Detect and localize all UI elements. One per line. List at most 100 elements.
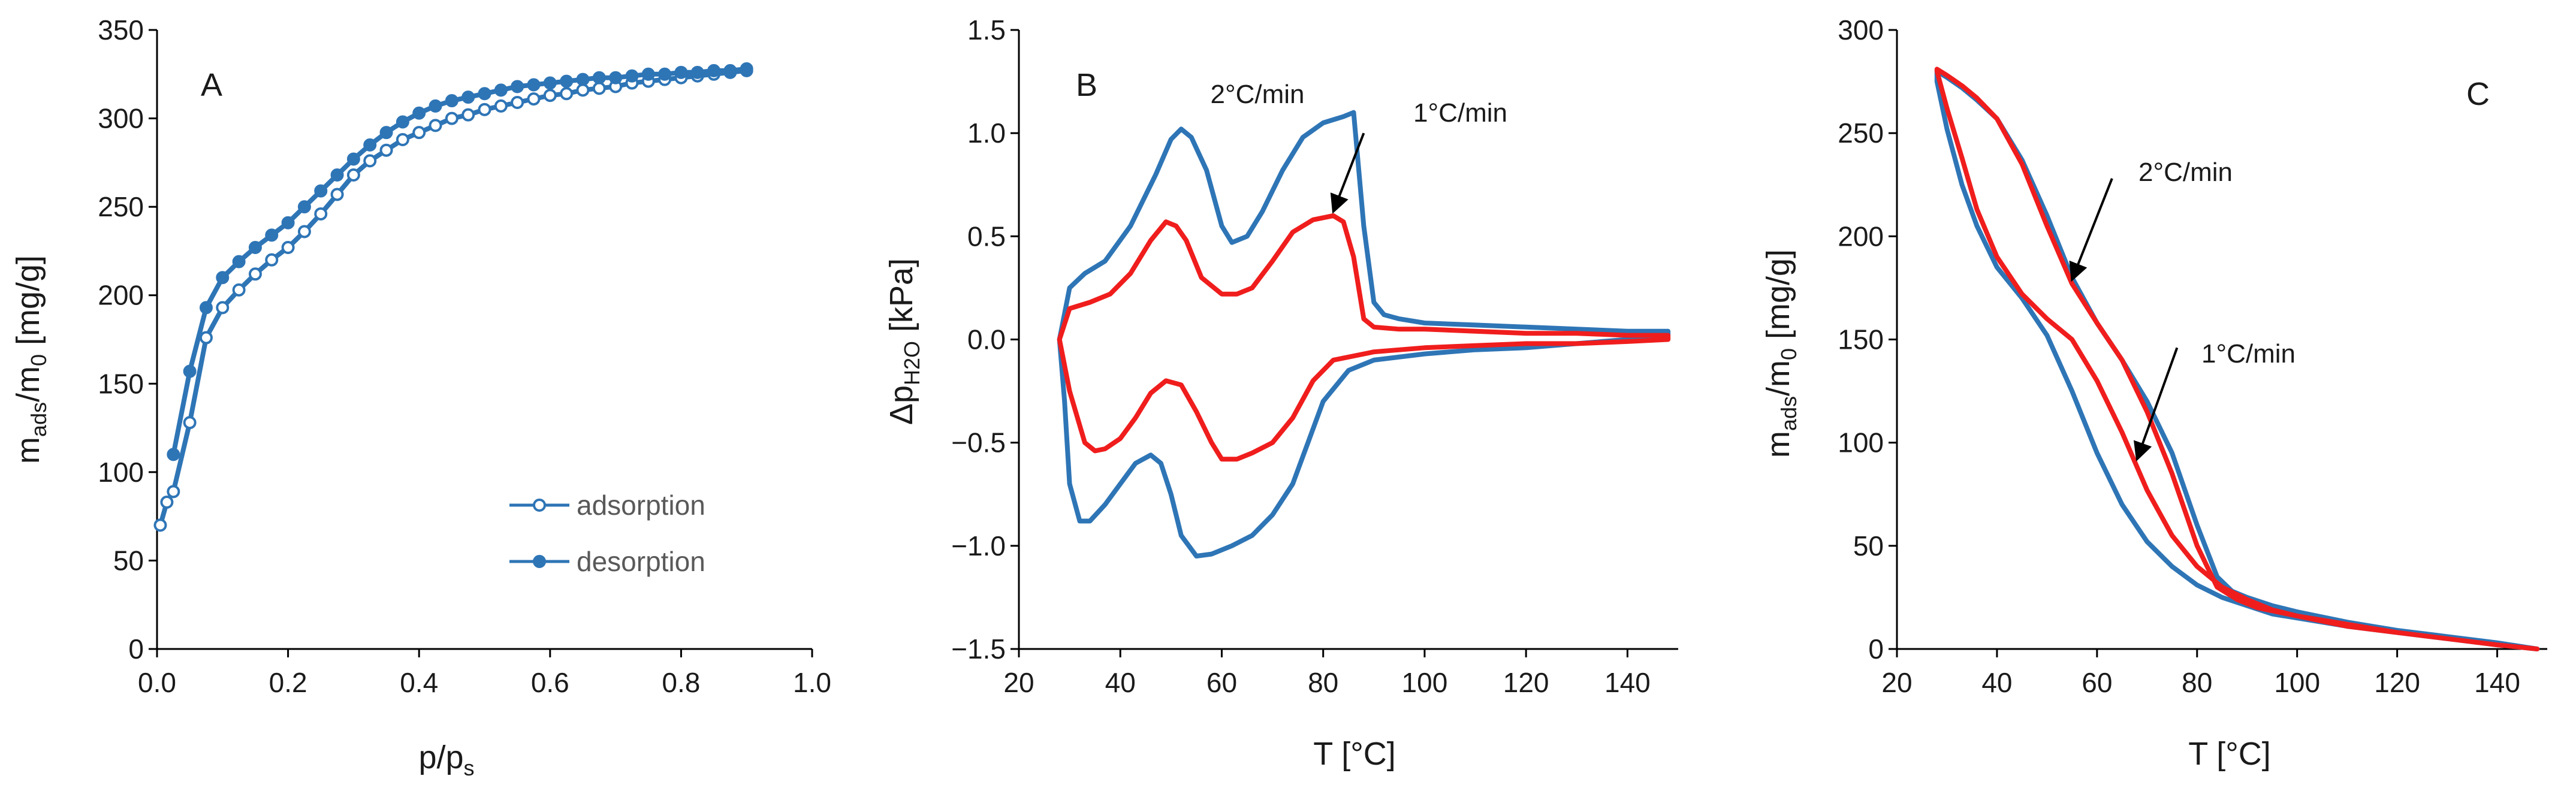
- data-point-adsorption: [592, 81, 606, 95]
- data-point-adsorption: [216, 301, 230, 315]
- data-point-adsorption: [527, 92, 541, 106]
- data-point-adsorption: [363, 154, 377, 168]
- data-point-desorption: [379, 126, 393, 140]
- panel-b: −1.5 −1.0 −0.5 0.0 0.5 1.0 1.5 20 40 60 80 100 120 14…: [883, 14, 1678, 772]
- panel-c-y-tick-label: 200: [1838, 221, 1884, 252]
- data-point-adsorption: [330, 188, 344, 201]
- data-point-adsorption: [167, 485, 180, 499]
- data-point-adsorption: [478, 102, 491, 116]
- panel-b-x-tick-label: 60: [1206, 667, 1237, 698]
- data-point-desorption: [396, 115, 409, 129]
- panel-c-y-tick-label: 250: [1838, 117, 1884, 149]
- panel-c-label: C: [2466, 76, 2490, 112]
- panel-a-x-axis-label: p/ps: [418, 739, 474, 780]
- panel-c-y-axis-label: mads/m0 [mg/g]: [1760, 249, 1801, 458]
- legend-label-adsorption: adsorption: [577, 490, 705, 521]
- panel-b-x-axis-label: T [°C]: [1313, 736, 1396, 772]
- data-point-desorption: [216, 271, 230, 285]
- data-point-adsorption: [379, 143, 393, 157]
- data-point-desorption: [511, 80, 524, 93]
- panel-b-plot: −1.5 −1.0 −0.5 0.0 0.5 1.0 1.5 20 40 60 80 100 120 14…: [951, 14, 1678, 698]
- panel-c-plot: 0 50 100 150 200 250 300 20 40 60 80 100 120 140: [1838, 14, 2547, 698]
- panel-c-x-tick-label: 20: [1881, 667, 1912, 698]
- data-point-adsorption: [445, 111, 459, 125]
- data-point-desorption: [592, 71, 606, 84]
- panel-a-x-tick-label: 0.6: [531, 667, 569, 698]
- panel-c-x-tick-label: 40: [1981, 667, 2012, 698]
- legend-marker-adsorption: [533, 499, 546, 512]
- data-point-adsorption: [160, 496, 174, 509]
- data-point-desorption: [429, 99, 442, 113]
- panel-c-x-tick-label: 140: [2474, 667, 2520, 698]
- data-point-desorption: [478, 87, 491, 101]
- panel-b-label: B: [1076, 67, 1097, 103]
- legend: adsorption desorption: [509, 490, 705, 577]
- data-point-desorption: [658, 67, 672, 81]
- panel-b-y-tick-label: −0.5: [951, 427, 1006, 458]
- data-point-desorption: [625, 69, 639, 83]
- annotation-c-2c-min: 2°C/min: [2138, 158, 2233, 187]
- data-point-desorption: [560, 74, 574, 88]
- data-point-desorption: [330, 168, 344, 182]
- panel-c-x-axis-label: T [°C]: [2188, 736, 2271, 772]
- panel-b-series-1-c-min: [1057, 213, 1671, 462]
- panel-b-series-2-c-min: [1057, 110, 1671, 558]
- panel-c-x-tick-label: 120: [2374, 667, 2420, 698]
- data-point-adsorption: [576, 83, 590, 97]
- data-point-adsorption: [199, 331, 213, 345]
- panel-c-y-tick-label: 100: [1838, 427, 1884, 458]
- data-point-desorption: [707, 64, 721, 77]
- panel-c: 0 50 100 150 200 250 300 20 40 60 80 100 120 140 C T …: [1760, 14, 2547, 772]
- data-point-desorption: [199, 301, 213, 315]
- data-point-desorption: [265, 228, 279, 242]
- legend-marker-desorption: [533, 555, 546, 568]
- panel-c-x-tick-label: 80: [2182, 667, 2212, 698]
- data-point-adsorption: [511, 96, 524, 110]
- data-point-adsorption: [543, 89, 557, 102]
- panel-c-y-tick-label: 300: [1838, 14, 1884, 46]
- panel-a-x-tick-label: 1.0: [793, 667, 831, 698]
- data-point-adsorption: [265, 253, 279, 267]
- panel-b-x-tick-label: 120: [1503, 667, 1549, 698]
- panel-c-y-tick-label: 50: [1853, 530, 1884, 561]
- data-point-desorption: [494, 83, 508, 97]
- panel-b-y-tick-label: 0.5: [967, 221, 1006, 252]
- data-point-desorption: [183, 364, 197, 378]
- data-point-adsorption: [297, 225, 311, 238]
- data-point-desorption: [461, 90, 475, 104]
- annotation-arrow-b-1: [1330, 132, 1365, 214]
- panel-a-y-axis-label: mads/m0 [mg/g]: [10, 255, 51, 464]
- panel-a-x-tick-label: 0.4: [400, 667, 438, 698]
- panel-b-y-tick-label: 1.0: [967, 117, 1006, 149]
- data-point-desorption: [314, 184, 328, 198]
- panel-b-y-tick-label: −1.5: [951, 633, 1006, 665]
- data-point-adsorption: [314, 207, 328, 221]
- panel-a-y-tick-label: 350: [98, 14, 144, 46]
- panel-a-series-adsorption: [158, 68, 749, 528]
- data-point-desorption: [363, 138, 377, 152]
- panel-a-plot: 0 50 100 150 200 250 300 350 0.0 0.2 0.4 0.6 0.8 1.0: [98, 14, 831, 698]
- panel-c-series-1-c-min: [1934, 67, 2540, 651]
- panel-b-y-axis-label: ΔpH2O [kPa]: [883, 258, 924, 425]
- data-point-adsorption: [281, 241, 295, 255]
- data-point-desorption: [527, 78, 541, 92]
- data-point-adsorption: [560, 87, 574, 101]
- data-point-desorption: [167, 448, 180, 461]
- data-point-desorption: [723, 64, 737, 77]
- panel-a-x-tick-label: 0.8: [662, 667, 700, 698]
- panel-a-series-desorption: [171, 66, 749, 457]
- panel-a-y-tick-label: 0: [128, 633, 144, 665]
- panel-c-y-tick-label: 150: [1838, 324, 1884, 355]
- panel-b-x-tick-label: 140: [1604, 667, 1651, 698]
- data-point-adsorption: [248, 267, 262, 281]
- data-point-desorption: [543, 76, 557, 90]
- legend-item-desorption: desorption: [509, 546, 705, 577]
- annotation-b-2c-min: 2°C/min: [1211, 80, 1305, 109]
- data-point-desorption: [609, 71, 623, 84]
- panel-b-x-tick-label: 40: [1105, 667, 1136, 698]
- panel-a-y-tick-label: 100: [98, 457, 144, 488]
- data-point-desorption: [674, 65, 688, 79]
- panel-a-x-tick-label: 0.0: [138, 667, 176, 698]
- legend-item-adsorption: adsorption: [509, 490, 705, 521]
